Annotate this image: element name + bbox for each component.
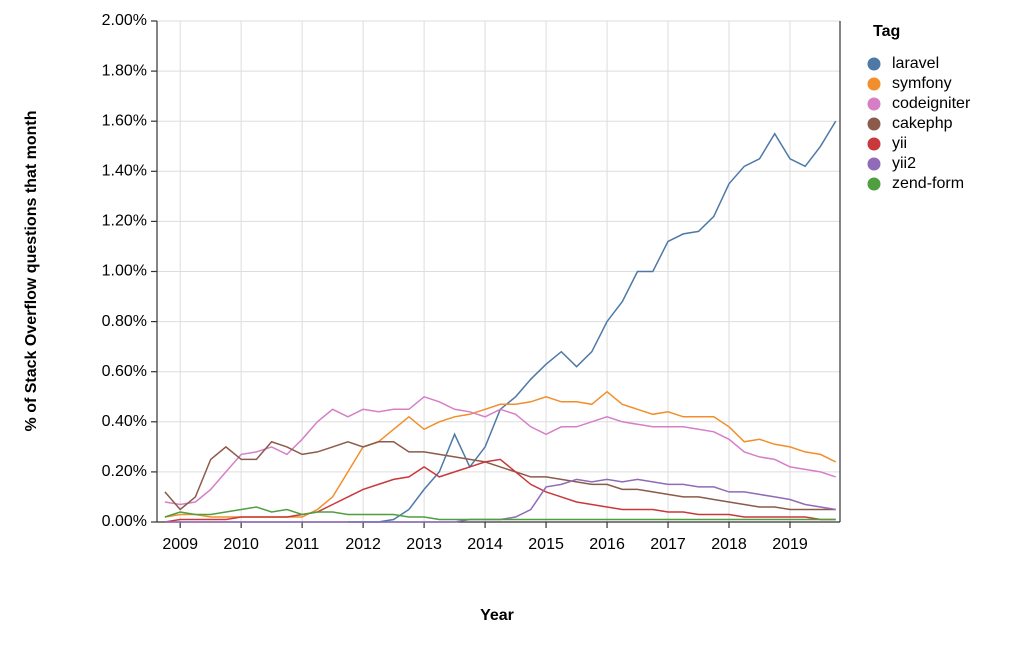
series-line [164, 458, 836, 523]
x-tick-label: 2012 [345, 536, 381, 553]
y-tick-label: 0.00% [102, 513, 147, 530]
legend-label: zend-form [892, 175, 964, 192]
legend-label: yii2 [892, 155, 916, 172]
legend-swatch [867, 97, 881, 111]
legend-title: Tag [873, 23, 900, 40]
y-tick-label: 2.00% [102, 12, 147, 29]
x-axis-title: Year [480, 607, 514, 624]
legend-label: codeigniter [892, 95, 971, 112]
y-tick-label: 0.20% [102, 463, 147, 480]
series-line [164, 440, 836, 511]
x-tick-label: 2011 [285, 536, 320, 553]
legend-swatch [867, 177, 881, 191]
y-tick-label: 1.60% [102, 112, 147, 129]
legend-swatch [867, 157, 881, 171]
x-tick-label: 2009 [162, 536, 198, 553]
y-tick-label: 1.00% [102, 263, 147, 280]
y-axis-title: % of Stack Overflow questions that month [23, 111, 40, 432]
x-tick-label: 2015 [528, 536, 564, 553]
series-line [347, 120, 837, 523]
x-tick-label: 2018 [711, 536, 747, 553]
y-tick-label: 0.40% [102, 413, 147, 430]
series-line [164, 506, 836, 521]
legend-label: cakephp [892, 115, 953, 132]
x-tick-label: 2017 [650, 536, 686, 553]
y-tick-label: 1.80% [102, 62, 147, 79]
y-tick-label: 1.20% [102, 213, 147, 230]
legend-label: yii [892, 135, 907, 152]
x-tick-label: 2013 [406, 536, 442, 553]
legend-swatch [867, 57, 881, 71]
series-line [164, 395, 836, 506]
legend-swatch [867, 77, 881, 91]
legend-label: symfony [892, 75, 952, 92]
legend-swatch [867, 117, 881, 131]
x-tick-label: 2014 [467, 536, 503, 553]
legend-label: laravel [892, 55, 939, 72]
legend-swatch [867, 137, 881, 151]
y-tick-label: 1.40% [102, 163, 147, 180]
x-tick-label: 2016 [589, 536, 625, 553]
y-tick-label: 0.80% [102, 313, 147, 330]
y-tick-label: 0.60% [102, 363, 147, 380]
x-tick-label: 2010 [223, 536, 259, 553]
x-tick-label: 2019 [772, 536, 808, 553]
